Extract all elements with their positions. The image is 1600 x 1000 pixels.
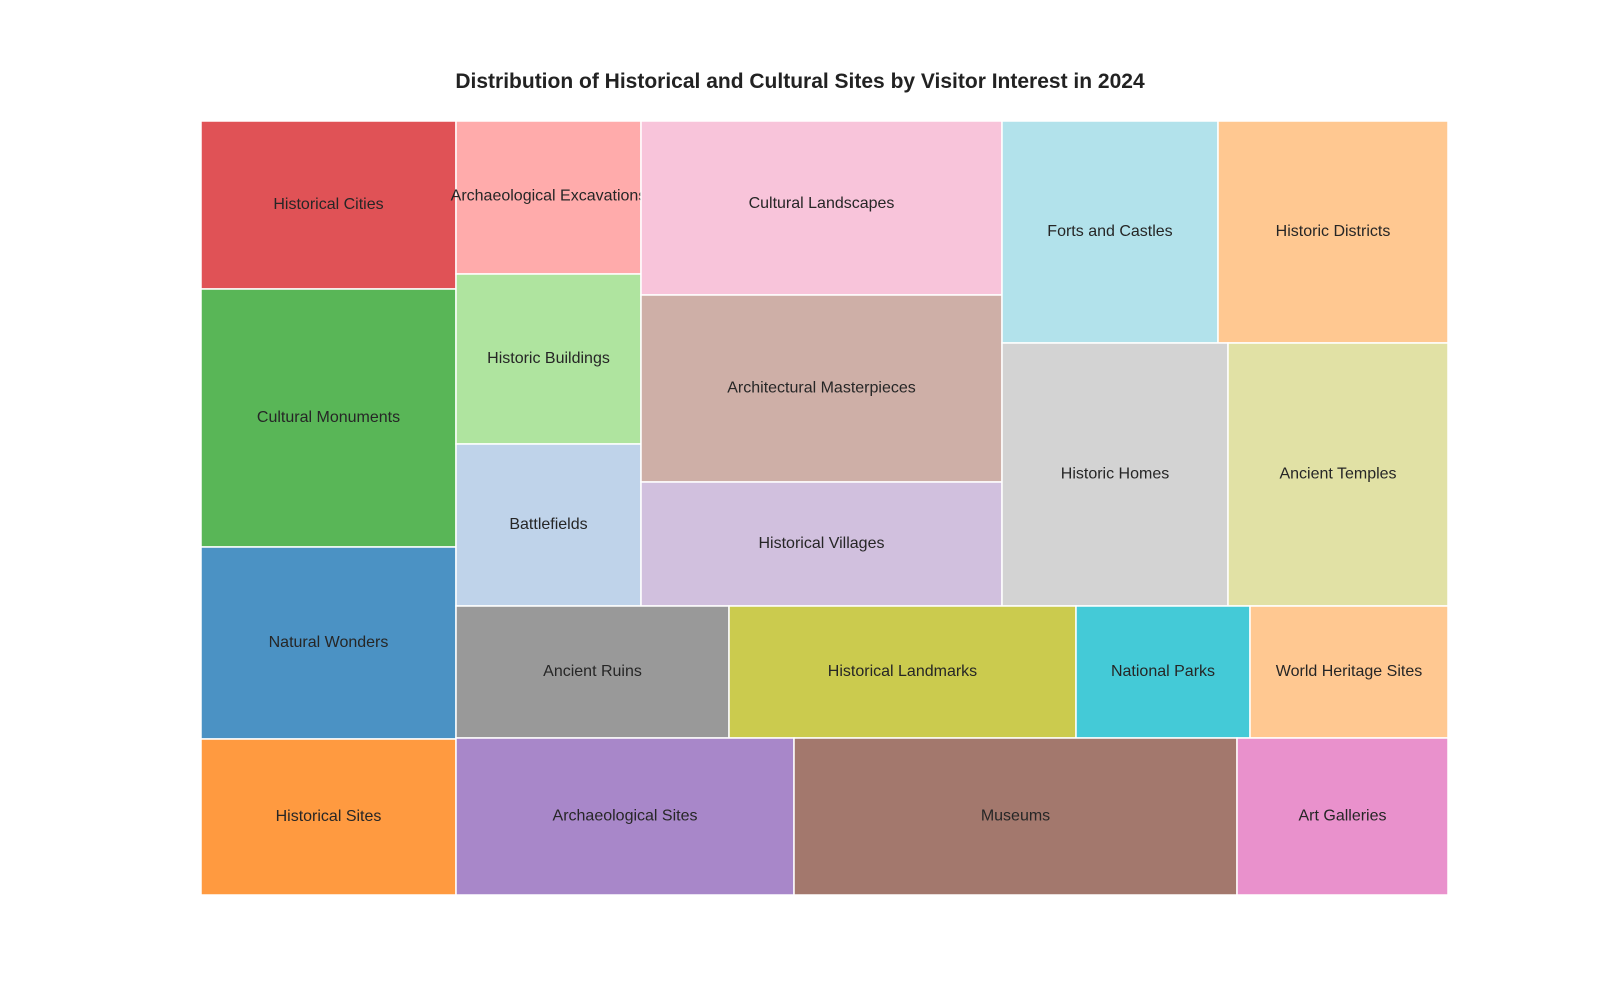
treemap-label-cultural-monuments: Cultural Monuments [257, 409, 400, 426]
treemap-tile-historical-sites [200, 738, 457, 896]
treemap-tile-world-heritage-sites [1249, 605, 1449, 739]
treemap-tile-art-galleries [1236, 737, 1449, 896]
treemap-label-world-heritage-sites: World Heritage Sites [1276, 663, 1422, 680]
treemap-label-historical-cities: Historical Cities [273, 196, 383, 213]
treemap-label-art-galleries: Art Galleries [1298, 808, 1386, 825]
treemap-label-historical-villages: Historical Villages [759, 535, 885, 552]
treemap-tile-historic-buildings [455, 273, 642, 445]
treemap-tile-architectural-masterpieces [640, 294, 1003, 483]
treemap-tile-archaeological-excavations [455, 120, 642, 275]
treemap-label-ancient-ruins: Ancient Ruins [543, 663, 642, 680]
treemap-tile-historic-homes [1001, 342, 1229, 607]
treemap-tile-historic-districts [1217, 120, 1449, 344]
treemap-tile-ancient-temples [1227, 342, 1449, 607]
treemap-label-museums: Museums [981, 808, 1050, 825]
treemap-label-historical-sites: Historical Sites [276, 808, 382, 825]
treemap-label-archaeological-sites: Archaeological Sites [553, 808, 698, 825]
treemap-tile-archaeological-sites [455, 737, 795, 896]
treemap-label-forts-and-castles: Forts and Castles [1047, 223, 1172, 240]
treemap-label-battlefields: Battlefields [509, 516, 587, 533]
treemap-label-natural-wonders: Natural Wonders [269, 634, 389, 651]
treemap-tile-forts-and-castles [1001, 120, 1219, 344]
treemap-label-historic-districts: Historic Districts [1276, 223, 1391, 240]
chart-title: Distribution of Historical and Cultural … [455, 70, 1145, 93]
treemap-label-archaeological-excavations: Archaeological Excavations [451, 188, 647, 205]
treemap-label-cultural-landscapes: Cultural Landscapes [749, 195, 895, 212]
treemap-label-historic-homes: Historic Homes [1061, 466, 1169, 483]
treemap-tile-cultural-monuments [200, 288, 457, 548]
treemap-label-architectural-masterpieces: Architectural Masterpieces [727, 380, 916, 397]
treemap-label-historical-landmarks: Historical Landmarks [828, 663, 977, 680]
treemap-tile-battlefields [455, 443, 642, 607]
treemap-label-national-parks: National Parks [1111, 663, 1215, 680]
treemap-tile-cultural-landscapes [640, 120, 1003, 296]
treemap-label-ancient-temples: Ancient Temples [1279, 466, 1396, 483]
treemap-tile-museums [793, 737, 1238, 896]
treemap-label-historic-buildings: Historic Buildings [487, 350, 610, 367]
treemap-tile-ancient-ruins [455, 605, 730, 739]
